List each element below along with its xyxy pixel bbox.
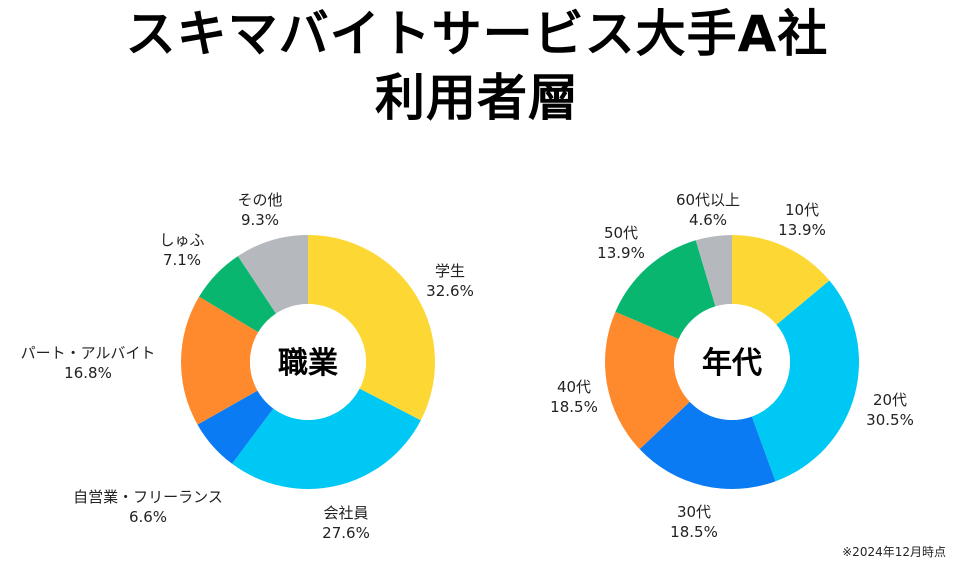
chart-title-line-2: 利用者層 (375, 69, 579, 127)
donut-2-slice-6 (695, 235, 732, 307)
donut-2-slice-1 (732, 235, 830, 325)
donut-1-value-label-6: 9.3% (241, 211, 279, 229)
donut-1-hole (250, 304, 366, 420)
donut-2-category-label-1: 10代 (785, 201, 819, 219)
donut-1-slice-4 (181, 296, 259, 425)
donut-1-slice-3 (197, 390, 274, 464)
donut-2-value-label-5: 13.9% (597, 244, 645, 262)
donut-1-value-label-3: 6.6% (129, 508, 167, 526)
donut-2-value-label-6: 4.6% (689, 211, 727, 229)
donut-2-value-label-4: 18.5% (550, 398, 598, 416)
donut-1-slice-6 (237, 235, 308, 314)
chart-title-line-1: スキマバイトサービス大手A社 (125, 5, 829, 63)
donut-2-category-label-4: 40代 (557, 378, 591, 396)
donut-2-slice-4 (604, 311, 690, 450)
donut-1-center-label: 職業 (278, 346, 338, 381)
donut-1-value-label-1: 32.6% (426, 282, 474, 300)
donut-2-slice-2 (751, 280, 859, 482)
donut-1-category-label-3: 自営業・フリーランス (73, 488, 223, 506)
donut-1-category-label-6: その他 (237, 191, 282, 209)
donut-2-hole (674, 304, 790, 420)
donut-1-value-label-2: 27.6% (322, 524, 370, 542)
donut-1-category-label-4: パート・アルバイト (21, 344, 156, 362)
donut-1-value-label-5: 7.1% (163, 251, 201, 269)
donut-2-slice-5 (615, 240, 716, 340)
donut-2-center-label: 年代 (702, 346, 762, 381)
donut-2-slice-3 (639, 401, 776, 490)
donut-2-category-label-2: 20代 (873, 391, 907, 409)
donut-2-value-label-2: 30.5% (866, 411, 914, 429)
donut-2-category-label-5: 50代 (604, 224, 638, 242)
donut-1-category-label-5: しゅふ (159, 231, 204, 249)
donut-1-category-label-1: 学生 (435, 262, 465, 280)
date-note: ※2024年12月時点 (842, 545, 946, 559)
donut-2-value-label-1: 13.9% (778, 221, 826, 239)
donut-2-category-label-3: 30代 (677, 503, 711, 521)
donut-1-slice-1 (308, 235, 435, 421)
donut-2-value-label-3: 18.5% (670, 523, 718, 541)
donut-1-slice-2 (232, 388, 421, 489)
donut-1-slice-5 (199, 256, 277, 333)
donut-1-value-label-4: 16.8% (64, 364, 112, 382)
donut-1-category-label-2: 会社員 (323, 504, 368, 522)
donut-2-category-label-6: 60代以上 (676, 191, 740, 209)
